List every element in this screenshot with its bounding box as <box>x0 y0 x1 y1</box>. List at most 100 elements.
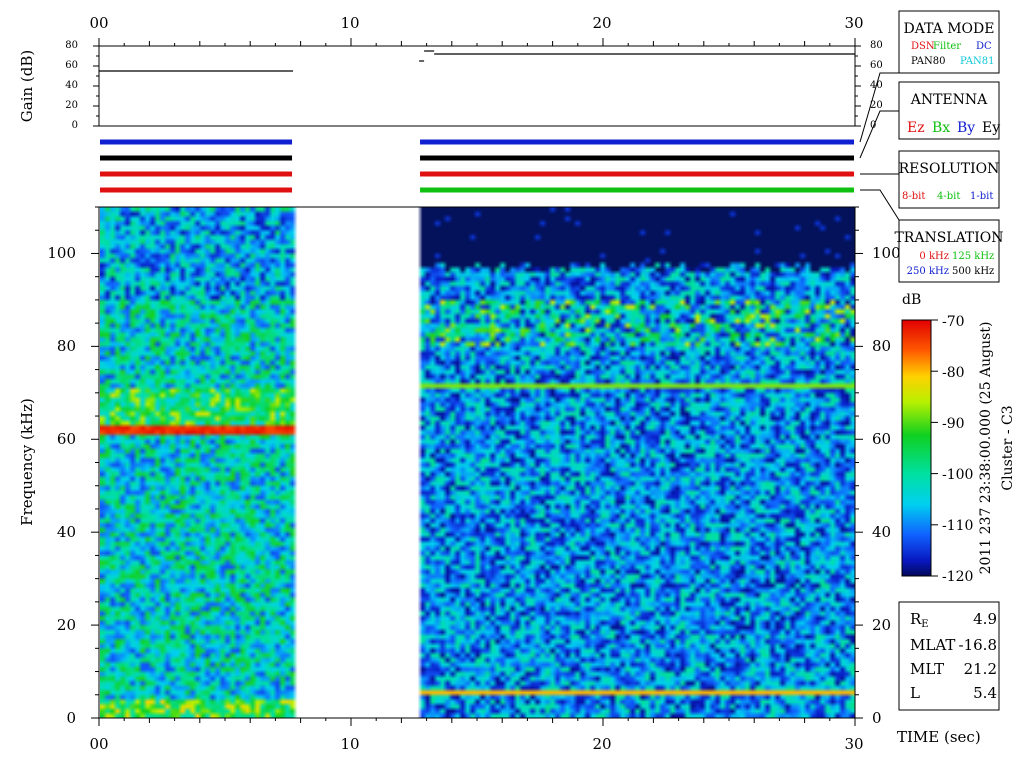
legend-item-pan80: PAN80 <box>911 56 946 67</box>
gain-tick-label-right: 80 <box>870 40 883 51</box>
side-title-spacecraft: Cluster - C3 <box>1000 405 1016 490</box>
y-tick-label: 60 <box>57 430 76 448</box>
ephemeris-re-label: RE <box>910 610 929 630</box>
ephemeris-frame <box>898 601 1000 711</box>
colorbar-tick-label: -120 <box>942 569 973 585</box>
colorbar-gradient <box>901 319 932 577</box>
gain-tick-label-right: 20 <box>870 100 883 111</box>
y-tick-label-right: 60 <box>872 430 891 448</box>
legend-box <box>898 219 1000 283</box>
legend-item-dsn: DSN <box>911 41 935 52</box>
legend-item-by: By <box>957 120 975 136</box>
gain-tick-label: 80 <box>65 40 78 51</box>
mode-bar-antenna <box>100 155 293 161</box>
time-axis-label: TIME (sec) <box>897 728 981 746</box>
colorbar-tick-marks <box>931 319 938 577</box>
bottom-tick-label: 30 <box>844 735 863 753</box>
gain-tick-marks <box>93 45 861 127</box>
top-tick-label: 00 <box>89 14 108 32</box>
ephemeris-box: RE 4.9 MLAT -16.8 MLT 21.2 L 5.4 <box>898 601 1000 711</box>
ephemeris-l-value: 5.4 <box>973 684 997 702</box>
connector-antenna <box>859 110 899 159</box>
y-tick-label: 20 <box>57 616 76 634</box>
legend-box <box>898 10 1000 74</box>
gain-panel: Gain (dB) 80 60 40 20 0 80 60 40 20 0 <box>18 40 883 131</box>
side-title-date: 2011 237 23:38:00.000 (25 August) <box>978 322 994 575</box>
mode-bar-data_mode <box>420 139 854 145</box>
legend-connectors <box>859 72 900 221</box>
legend-title: ANTENNA <box>910 92 988 108</box>
legend-item-bx: Bx <box>932 120 950 136</box>
legend-resolution: RESOLUTION 8-bit 4-bit 1-bit <box>898 150 1000 209</box>
gain-tick-label: 20 <box>65 100 78 111</box>
y-tick-label-right: 0 <box>872 709 882 727</box>
colorbar-tick-label: -100 <box>942 467 973 483</box>
legend-item-filter: Filter <box>933 41 961 52</box>
gain-trace <box>99 50 855 72</box>
connector-data-mode <box>859 72 899 143</box>
y-tick-label-right: 80 <box>872 337 891 355</box>
legend-data-mode: DATA MODE DSN Filter DC PAN80 PAN81 <box>898 10 1000 74</box>
bottom-time-axis: 00 10 20 30 TIME (sec) <box>89 728 980 753</box>
legend-item-dc: DC <box>976 41 992 52</box>
spectrogram-panel: Frequency (kHz) 0 20 40 60 80 100 0 20 4… <box>18 206 901 727</box>
bottom-tick-label: 10 <box>340 735 359 753</box>
y-tick-label: 40 <box>57 523 76 541</box>
y-tick-label-right: 100 <box>872 244 901 262</box>
legend-item-ez: Ez <box>907 120 925 136</box>
frequency-axis-label: Frequency (kHz) <box>18 398 36 526</box>
colorbar-tick-label: -70 <box>942 314 965 330</box>
ephemeris-mlat-value: -16.8 <box>959 636 997 654</box>
side-title: 2011 237 23:38:00.000 (25 August) Cluste… <box>978 322 1016 575</box>
legend-title: RESOLUTION <box>899 161 1000 177</box>
y-tick-label-right: 20 <box>872 616 891 634</box>
legend-translation: TRANSLATION 0 kHz 125 kHz 250 kHz 500 kH… <box>894 219 1004 283</box>
ephemeris-re-value: 4.9 <box>973 610 997 628</box>
mode-bar-translation <box>100 187 293 193</box>
mode-bar-resolution <box>420 171 854 177</box>
mode-bar-resolution <box>100 171 293 177</box>
legend-antenna: ANTENNA Ez Bx By Ey <box>898 81 1000 140</box>
legend-item-pan81: PAN81 <box>960 56 995 67</box>
ephemeris-l-label: L <box>910 684 920 702</box>
gain-tick-label: 40 <box>65 80 78 91</box>
colorbar-unit: dB <box>902 292 921 308</box>
ephemeris-mlat-label: MLAT <box>910 636 955 654</box>
mode-bar-translation <box>420 187 854 193</box>
top-tick-label: 30 <box>844 14 863 32</box>
legend-item-250khz: 250 kHz <box>907 266 949 277</box>
y-tick-label: 100 <box>47 244 76 262</box>
colorbar-tick-label: -110 <box>942 518 973 534</box>
legend-item-ey: Ey <box>982 120 1000 136</box>
y-tick-label: 0 <box>66 709 76 727</box>
y-tick-label: 80 <box>57 337 76 355</box>
gain-tick-label-right: 0 <box>870 120 876 131</box>
top-tick-marks <box>98 38 856 47</box>
y-tick-label-right: 40 <box>872 523 891 541</box>
legend-item-0khz: 0 kHz <box>919 251 949 262</box>
spectrogram-tick-marks <box>91 206 863 726</box>
mode-bars <box>100 139 854 193</box>
legend-item-500khz: 500 kHz <box>952 266 994 277</box>
legend-box <box>898 150 1000 209</box>
gain-tick-label-right: 60 <box>870 60 883 71</box>
gain-tick-label: 0 <box>72 120 78 131</box>
connector-translation <box>860 189 900 221</box>
legend-item-8bit: 8-bit <box>902 191 925 202</box>
gain-tick-label: 60 <box>65 60 78 71</box>
bottom-tick-label: 20 <box>592 735 611 753</box>
mode-bar-data_mode <box>100 139 293 145</box>
colorbar-tick-label: -80 <box>942 365 965 381</box>
ephemeris-mlt-value: 21.2 <box>964 660 997 678</box>
legend-title: TRANSLATION <box>894 230 1003 246</box>
gain-axis-label: Gain (dB) <box>18 50 36 122</box>
ephemeris-mlt-label: MLT <box>910 660 944 678</box>
mode-bar-antenna <box>420 155 854 161</box>
legend-item-125khz: 125 kHz <box>952 251 994 262</box>
colorbar: dB -70 -80 -90 -100 -110 -120 <box>901 292 973 585</box>
legend-item-4bit: 4-bit <box>937 191 960 202</box>
bottom-tick-label: 00 <box>89 735 108 753</box>
top-tick-label: 20 <box>592 14 611 32</box>
